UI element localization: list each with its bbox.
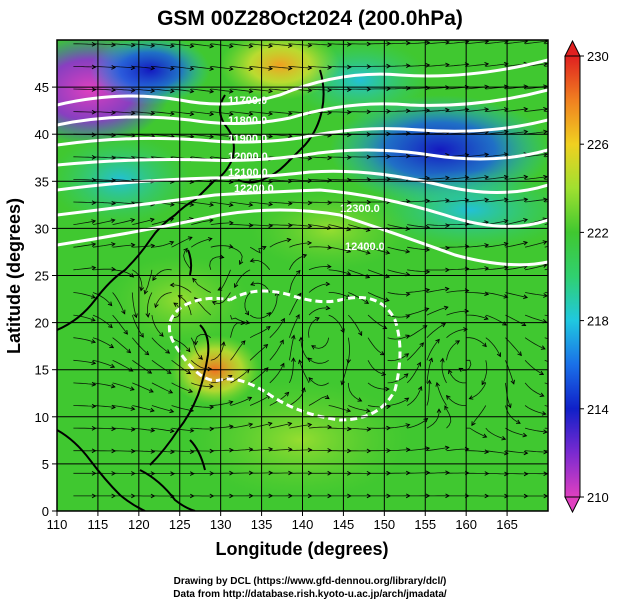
x-axis-label: Longitude (degrees) (215, 539, 388, 559)
contour-12400 (167, 289, 402, 422)
contour-12000 (57, 148, 548, 167)
plot-area: 11700.0 11800.0 11900.0 12000.0 12100.0 … (57, 40, 548, 511)
colorbar: 210 214 218 222 226 230 (564, 39, 609, 514)
colorbar-ticks: 210 214 218 222 226 230 (580, 49, 609, 505)
philippines-coastline (149, 324, 210, 466)
x-tick-label: 130 (210, 517, 232, 532)
y-tick-label: 0 (42, 504, 49, 519)
x-tick-label: 110 (47, 517, 68, 532)
colorbar-min-arrow (564, 496, 581, 514)
x-axis-ticks: 110 115 120 125 130 135 140 145 150 155 160 165 (47, 511, 518, 532)
colorbar-tick-label: 214 (587, 402, 609, 417)
x-tick-label: 125 (169, 517, 191, 532)
borneo-coastline (139, 469, 196, 511)
x-tick-label: 145 (333, 517, 355, 532)
contour-label-12000: 12000.0 (228, 151, 268, 163)
indochina-coastline (57, 429, 146, 511)
x-tick-label: 155 (414, 517, 436, 532)
x-tick-label: 140 (292, 517, 314, 532)
lat-lon-grid (57, 40, 548, 511)
y-tick-label: 45 (35, 80, 49, 95)
contour-11900 (57, 118, 548, 147)
colorbar-tick-label: 222 (587, 225, 609, 240)
taiwan-coastline (187, 249, 193, 276)
cool-region-east (370, 170, 548, 250)
y-tick-label: 40 (35, 127, 49, 142)
height-contours (57, 58, 548, 422)
colorbar-tick-label: 218 (587, 314, 609, 329)
x-tick-label: 160 (455, 517, 477, 532)
chart-title: GSM 00Z28Oct2024 (200.0hPa) (157, 7, 463, 30)
contour-11800 (57, 88, 548, 127)
contour-label-12200: 12200.0 (234, 183, 274, 195)
colorbar-tick-label: 210 (587, 490, 609, 505)
contour-12300 (57, 208, 548, 267)
y-axis-ticks: 0 5 10 15 20 25 30 35 40 45 (35, 80, 57, 519)
contour-label-11900: 11900.0 (228, 133, 267, 145)
x-tick-label: 115 (88, 517, 109, 532)
asia-coastline (57, 179, 216, 331)
contour-12100 (57, 169, 548, 194)
y-tick-label: 15 (35, 363, 49, 378)
credit-drawing: Drawing by DCL (https://www.gfd-dennou.o… (174, 576, 447, 587)
contour-label-12300: 12300.0 (340, 203, 380, 215)
x-tick-label: 135 (251, 517, 273, 532)
y-tick-label: 20 (35, 316, 49, 331)
y-tick-label: 30 (35, 221, 49, 236)
colorbar-max-arrow (564, 39, 581, 57)
colorbar-tick-label: 226 (587, 137, 609, 152)
contour-12200 (57, 188, 548, 228)
contour-labels: 11700.0 11800.0 11900.0 12000.0 12100.0 … (228, 95, 385, 253)
y-tick-label: 35 (35, 174, 49, 189)
x-tick-label: 120 (128, 517, 150, 532)
y-tick-label: 5 (42, 457, 49, 472)
x-tick-label: 165 (496, 517, 518, 532)
y-tick-label: 10 (35, 410, 49, 425)
warm-region-equator (190, 380, 410, 500)
contour-label-12400: 12400.0 (345, 241, 385, 253)
y-tick-label: 25 (35, 269, 49, 284)
contour-label-12100: 12100.0 (228, 167, 268, 179)
contour-label-11800: 11800.0 (228, 115, 267, 127)
credit-data: Data from http://database.rish.kyoto-u.a… (173, 589, 447, 600)
x-tick-label: 150 (373, 517, 395, 532)
colorbar-tick-label: 230 (587, 49, 609, 64)
contour-11700 (57, 58, 548, 107)
island-coastline (189, 439, 206, 471)
contour-label-11700: 11700.0 (228, 95, 267, 107)
colorbar-bar (564, 55, 581, 498)
y-axis-label: Latitude (degrees) (4, 198, 24, 354)
